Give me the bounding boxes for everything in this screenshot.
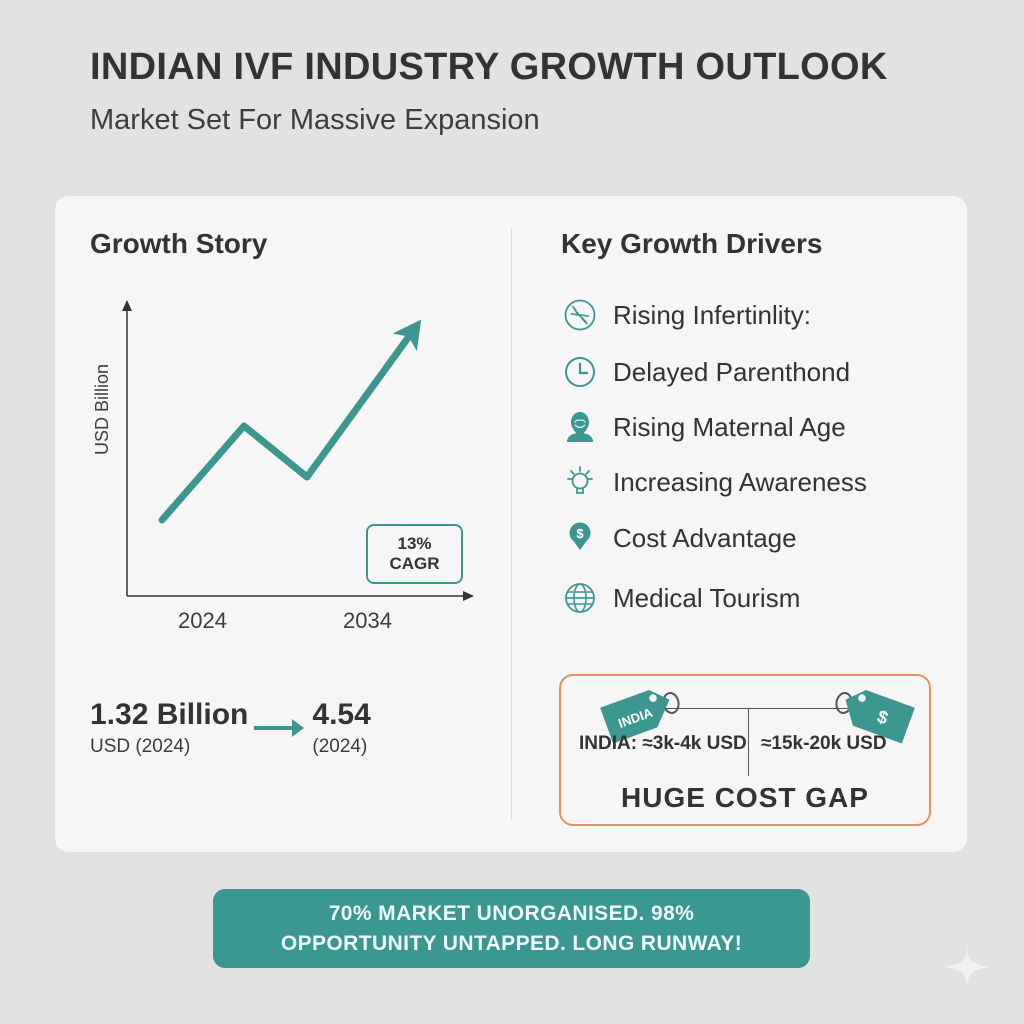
svg-text:USD Billion: USD Billion bbox=[92, 364, 112, 455]
svg-text:$: $ bbox=[576, 526, 584, 541]
